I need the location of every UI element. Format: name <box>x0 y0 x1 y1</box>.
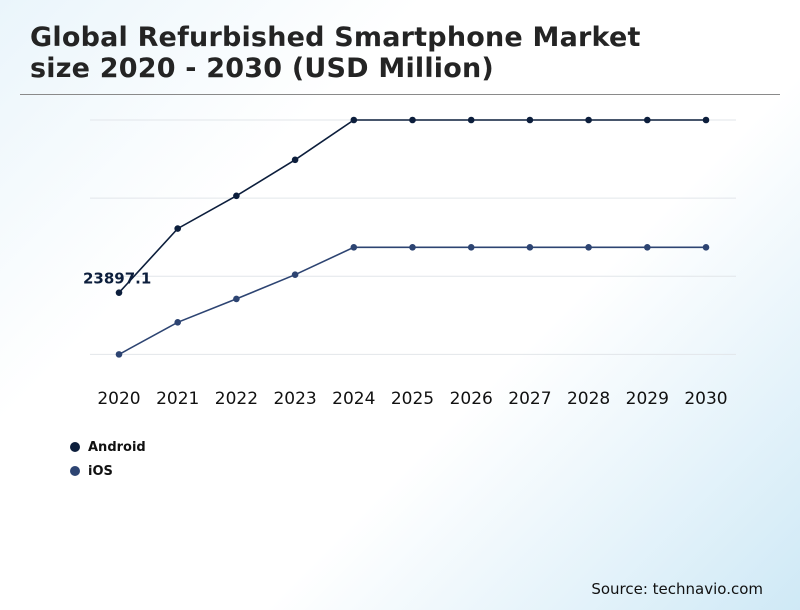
chart-title-line-2: size 2020 - 2030 (USD Million) <box>30 53 494 84</box>
data-label-android-2020: 23897.1 <box>83 270 151 288</box>
point-android-2029 <box>644 116 651 124</box>
x-tick-label-2030: 2030 <box>684 389 727 409</box>
x-tick-label-2028: 2028 <box>567 389 610 409</box>
chart-title-line-1: Global Refurbished Smartphone Market <box>30 22 641 53</box>
legend-item-android: Android <box>70 435 146 459</box>
legend-label-android: Android <box>88 439 146 455</box>
point-android-2025 <box>409 116 416 124</box>
point-android-2020 <box>115 289 123 296</box>
point-ios-2025 <box>409 244 416 251</box>
point-android-2024 <box>350 116 358 124</box>
point-ios-2026 <box>467 244 475 251</box>
x-tick-label-2029: 2029 <box>626 389 669 409</box>
legend-marker-ios <box>70 466 80 476</box>
point-ios-2027 <box>526 244 534 251</box>
x-tick-label-2025: 2025 <box>391 389 434 409</box>
title-divider <box>20 94 780 95</box>
point-android-2028 <box>585 116 592 124</box>
point-android-2026 <box>467 116 475 124</box>
x-tick-label-2024: 2024 <box>332 389 375 409</box>
x-tick-label-2026: 2026 <box>450 389 493 409</box>
point-ios-2020 <box>115 351 123 358</box>
legend-item-ios: iOS <box>70 459 146 483</box>
point-android-2027 <box>526 116 534 124</box>
x-tick-label-2022: 2022 <box>215 389 258 409</box>
point-android-2023 <box>291 156 299 164</box>
chart-title: Global Refurbished Smartphone Market siz… <box>30 22 641 84</box>
point-ios-2022 <box>233 295 240 303</box>
point-ios-2029 <box>644 244 651 251</box>
legend-label-ios: iOS <box>88 463 113 479</box>
series-line-ios <box>118 246 706 356</box>
point-ios-2021 <box>174 319 181 326</box>
x-tick-label-2020: 2020 <box>97 389 140 409</box>
point-ios-2024 <box>350 244 358 251</box>
x-tick-label-2027: 2027 <box>508 389 551 409</box>
source-credit: Source: technavio.com <box>591 580 763 598</box>
series-line-android <box>118 119 706 294</box>
x-tick-label-2021: 2021 <box>156 389 199 409</box>
point-ios-2023 <box>291 271 299 278</box>
x-tick-label-2023: 2023 <box>273 389 316 409</box>
point-ios-2030 <box>702 244 710 251</box>
point-android-2030 <box>702 116 710 124</box>
point-ios-2028 <box>585 244 592 251</box>
point-android-2021 <box>174 225 181 232</box>
point-android-2022 <box>233 192 240 200</box>
chart-legend: Android iOS <box>70 435 146 483</box>
legend-marker-android <box>70 442 80 452</box>
line-chart: 2020 2021 2022 2023 2024 2025 2026 2027 2028 2029… <box>83 116 736 409</box>
